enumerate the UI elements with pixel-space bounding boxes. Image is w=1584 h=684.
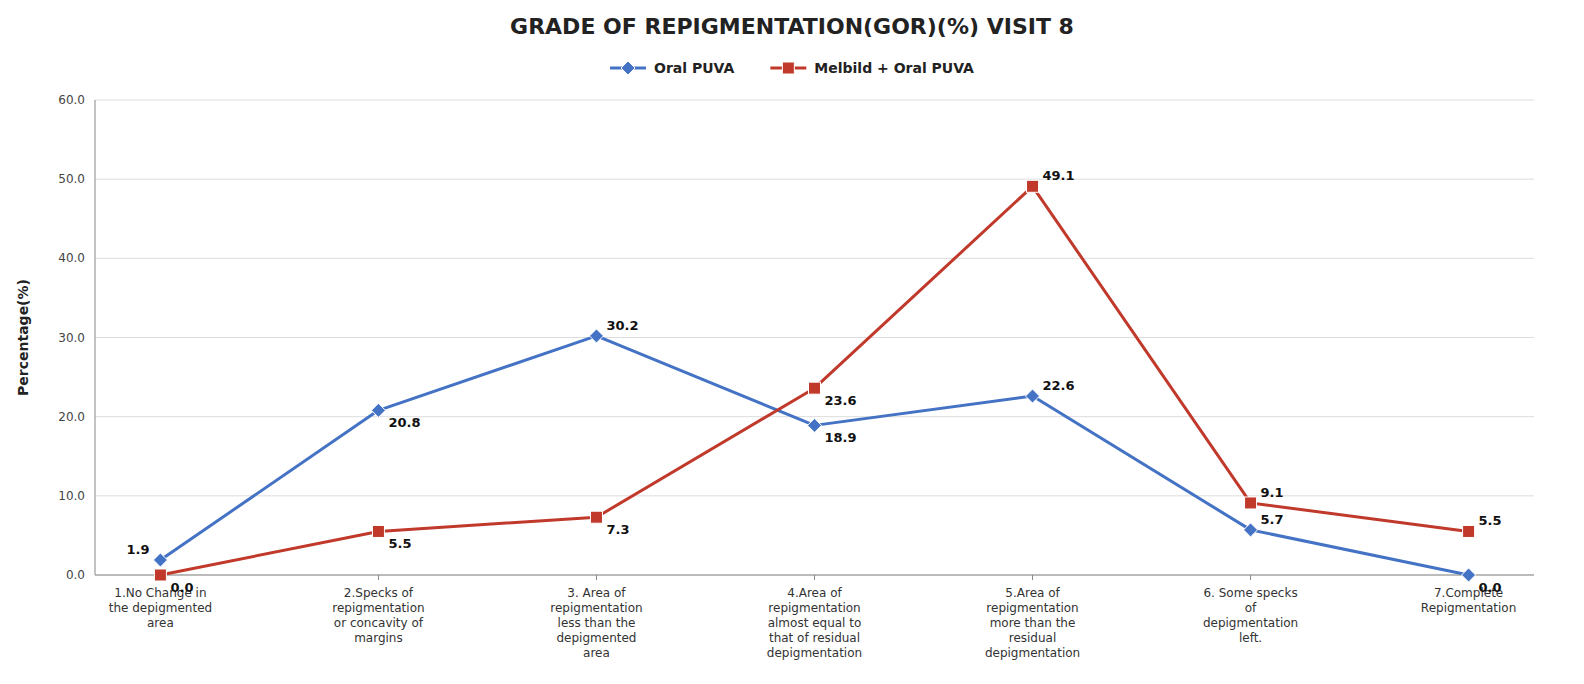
data-label: 23.6	[825, 393, 857, 408]
data-label: 5.5	[1479, 513, 1502, 528]
chart: GRADE OF REPIGMENTATION(GOR)(%) VISIT 8 0…	[0, 0, 1584, 684]
marker	[1463, 525, 1475, 537]
x-tick	[814, 575, 815, 580]
data-label: 20.8	[388, 415, 420, 430]
data-label: 0.0	[170, 580, 193, 595]
data-label: 1.9	[126, 542, 149, 557]
x-tick	[1032, 575, 1033, 580]
legend-label: Oral PUVA	[654, 60, 734, 76]
series-line	[160, 336, 1468, 575]
data-label: 49.1	[1043, 168, 1075, 183]
marker	[372, 525, 384, 537]
marker	[153, 553, 167, 567]
data-labels: 1.9 20.8 30.2 18.9 22.6 5.7 0.0 0.0 5.5 7.3 23.6 49…	[126, 168, 1501, 595]
x-tick-label: 1.No Change inthe depigmentedarea	[109, 586, 212, 630]
data-label: 0.0	[1479, 580, 1502, 595]
data-label: 9.1	[1261, 485, 1284, 500]
y-axis-label: Percentage(%)	[15, 279, 31, 396]
grid-line	[95, 495, 1534, 496]
legend-item: Oral PUVA	[610, 60, 734, 76]
grid-line	[95, 100, 1534, 101]
marker	[1245, 497, 1257, 509]
grid	[95, 100, 1534, 575]
data-label: 7.3	[606, 522, 629, 537]
x-tick-label: 2.Specks ofrepigmentationor concavity of…	[332, 586, 424, 645]
title: GRADE OF REPIGMENTATION(GOR)(%) VISIT 8	[510, 14, 1074, 39]
x-tick	[378, 575, 379, 580]
y-axis	[95, 100, 96, 575]
x-tick	[1250, 575, 1251, 580]
marker	[808, 418, 822, 432]
marker	[371, 403, 385, 417]
y-tick-label: 20.0	[58, 410, 85, 424]
data-label: 18.9	[825, 430, 857, 445]
marker	[590, 511, 602, 523]
grid-line	[95, 416, 1534, 417]
grid-line	[95, 258, 1534, 259]
marker	[154, 569, 166, 581]
x-tick-label: 3. Area ofrepigmentationless than thedep…	[550, 586, 642, 660]
y-tick-label: 50.0	[58, 172, 85, 186]
x-tick-label: 4.Area ofrepigmentationalmost equal toth…	[767, 586, 862, 660]
series-line	[160, 186, 1468, 575]
x-tick-label: 6. Some specksofdepigmentationleft.	[1203, 586, 1298, 645]
y-tick-label: 30.0	[58, 331, 85, 345]
y-tick-label: 10.0	[58, 489, 85, 503]
marker	[782, 62, 794, 74]
x-tick-label: 7.CompleteRepigmentation	[1421, 586, 1516, 615]
legend-item: Melbild + Oral PUVA	[770, 60, 974, 76]
data-label: 5.7	[1261, 512, 1284, 527]
legend-label: Melbild + Oral PUVA	[814, 60, 974, 76]
marker	[1244, 523, 1258, 537]
y-tick-label: 60.0	[58, 93, 85, 107]
marker	[621, 61, 635, 75]
marker	[809, 382, 821, 394]
plot-area	[153, 180, 1475, 582]
marker	[589, 329, 603, 343]
marker	[1026, 389, 1040, 403]
x-tick	[596, 575, 597, 580]
marker	[1462, 568, 1476, 582]
legend: Oral PUVA Melbild + Oral PUVA	[610, 60, 974, 76]
y-tick-label: 0.0	[66, 568, 85, 582]
marker	[1027, 180, 1039, 192]
grid-line	[95, 337, 1534, 338]
data-label: 30.2	[606, 318, 638, 333]
data-label: 5.5	[388, 536, 411, 551]
data-label: 22.6	[1043, 378, 1075, 393]
y-tick-label: 40.0	[58, 251, 85, 265]
x-tick-label: 5.Area ofrepigmentationmore than theresi…	[985, 586, 1080, 660]
grid-line	[95, 179, 1534, 180]
